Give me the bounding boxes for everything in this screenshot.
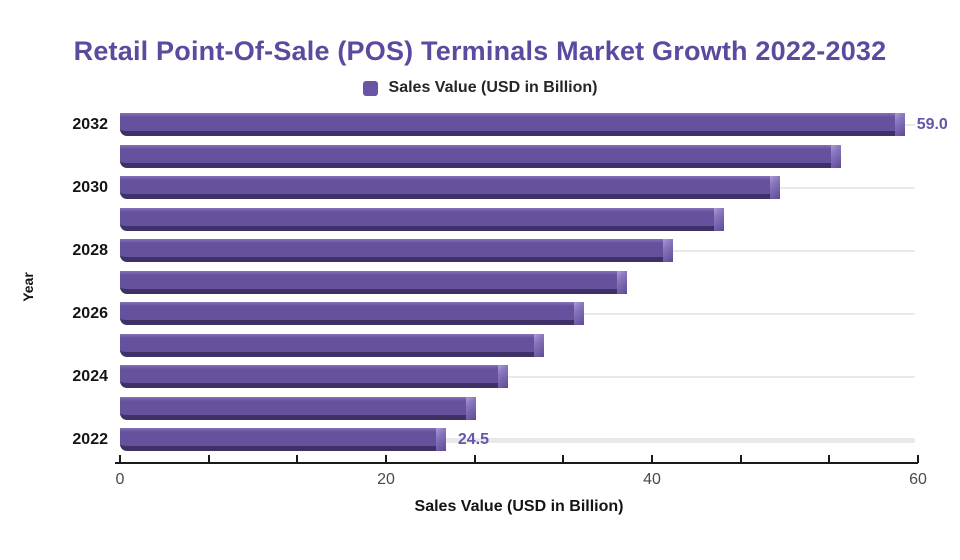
x-axis-tick: [119, 455, 121, 463]
bar-2032: [120, 113, 905, 136]
x-tick-label-40: 40: [643, 471, 661, 488]
y-tick-label-2022: 2022: [72, 431, 108, 448]
bar-end-cap-2024: [498, 365, 509, 388]
x-axis-tick: [562, 455, 565, 463]
bar-end-cap-2032: [894, 113, 905, 136]
x-axis-tick: [651, 455, 653, 463]
y-tick-label-2032: 2032: [72, 116, 108, 133]
x-axis-tick: [385, 455, 387, 463]
bar-2029: [120, 207, 724, 231]
legend-label: Sales Value (USD in Billion): [388, 79, 598, 96]
gridline-2024: [120, 376, 915, 378]
y-tick-label-2024: 2024: [72, 368, 108, 385]
x-axis-tick: [207, 455, 210, 463]
plot-area: 59.0 24.5: [120, 110, 948, 463]
legend: Sales Value (USD in Billion): [0, 79, 960, 97]
x-tick-label-60: 60: [909, 471, 927, 488]
x-tick-label-0: 0: [115, 471, 125, 488]
bar-end-cap-2031: [830, 144, 841, 168]
legend-swatch-icon: [362, 80, 378, 96]
x-axis-tick: [296, 455, 299, 463]
bar-end-cap-2028: [663, 239, 674, 262]
bar-2026: [120, 302, 585, 325]
y-tick-label-2026: 2026: [72, 305, 108, 322]
bar-2022: [120, 428, 446, 451]
value-label-2022: 24.5: [457, 431, 489, 448]
bar-2025: [120, 333, 545, 357]
y-axis-title: Year: [20, 272, 36, 302]
y-tick-label-2030: 2030: [72, 179, 108, 196]
x-axis-tick: [473, 455, 476, 463]
bar-2030: [120, 176, 780, 199]
x-axis-title: Sales Value (USD in Billion): [414, 498, 624, 515]
bar-end-cap-2030: [769, 176, 780, 199]
bar-end-cap-2022: [435, 428, 446, 451]
y-tick-label-2028: 2028: [72, 242, 108, 259]
bar-end-cap-2027: [616, 270, 627, 294]
bar-2031: [120, 144, 841, 168]
value-label-2032: 59.0: [916, 116, 948, 133]
x-axis-line: [115, 462, 918, 464]
bar-2024: [120, 365, 509, 388]
bar-2023: [120, 396, 477, 420]
chart-title: Retail Point-Of-Sale (POS) Terminals Mar…: [73, 36, 887, 66]
bar-2028: [120, 239, 674, 262]
bar-end-cap-2023: [466, 396, 477, 420]
x-tick-label-20: 20: [377, 471, 395, 488]
bar-end-cap-2025: [534, 333, 545, 357]
x-axis-tick: [828, 455, 831, 463]
x-axis-tick: [739, 455, 742, 463]
bar-end-cap-2029: [713, 207, 724, 231]
bar-2027: [120, 270, 627, 294]
x-axis-tick: [917, 455, 919, 463]
bar-end-cap-2026: [574, 302, 585, 325]
gridline-2022: [120, 437, 915, 443]
